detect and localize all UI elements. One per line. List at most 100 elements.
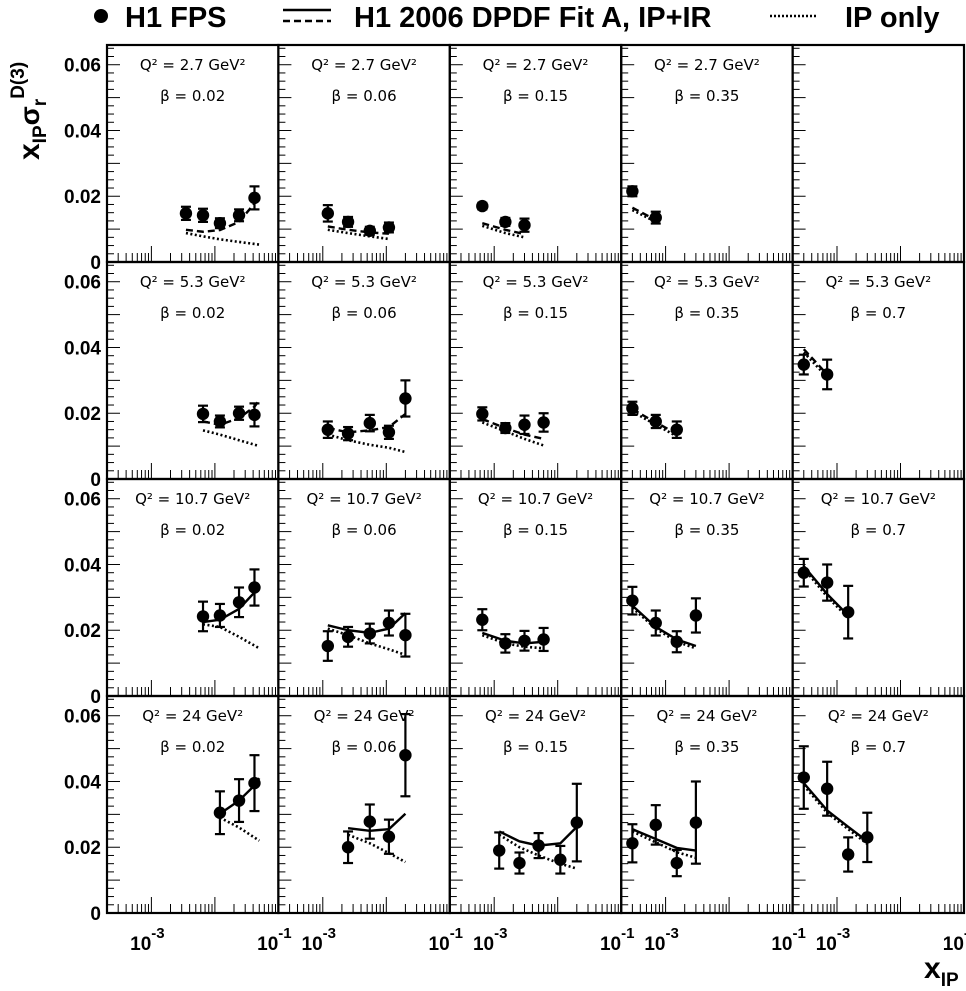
fit-ip-only-curve xyxy=(185,231,260,246)
x-tick-base: 10 xyxy=(429,934,450,955)
data-point xyxy=(670,856,683,870)
panel-beta-label: β = 0.35 xyxy=(674,87,739,105)
legend-label-data: H1 FPS xyxy=(125,2,227,34)
panel-beta-label: β = 0.02 xyxy=(160,738,225,756)
panel-grid: Q² = 2.7 GeV² β = 0.02 Q² = 2.7 GeV² β = 0.… xyxy=(64,43,966,955)
x-tick-base: 10 xyxy=(302,934,323,955)
panel-frame xyxy=(277,477,451,698)
ylabel-sub2: r xyxy=(30,98,51,106)
panel-q2-label: Q² = 5.3 GeV² xyxy=(654,273,760,291)
panel-beta-label: β = 0.06 xyxy=(332,738,397,756)
panel-r2-c2: Q² = 5.3 GeV² β = 0.06 xyxy=(277,260,451,481)
panel-frame xyxy=(620,694,794,915)
y-tick-label: 0.04 xyxy=(64,121,101,142)
data-point xyxy=(213,806,227,819)
panel-r4-c1: Q² = 24 GeV² β = 0.02 xyxy=(105,694,280,915)
legend-label-fit: H1 2006 DPDF Fit A, IP+IR xyxy=(354,2,712,34)
y-tick-label: 0 xyxy=(90,470,101,491)
data-point xyxy=(196,610,210,623)
data-point xyxy=(179,207,193,220)
y-axis-title: xIPσrD(3) xyxy=(8,62,51,160)
panel-frame xyxy=(277,694,451,915)
panel-beta-label: β = 0.7 xyxy=(851,304,907,322)
panel-q2-label: Q² = 5.3 GeV² xyxy=(483,273,589,291)
fit-ip-only-curve xyxy=(347,833,407,864)
data-point xyxy=(382,426,396,439)
x-tick-base: 10 xyxy=(130,934,151,955)
y-tick-label: 0.04 xyxy=(64,772,101,793)
data-point xyxy=(513,856,526,870)
y-tick-label: 0.04 xyxy=(64,338,101,359)
panel-r4-c3: Q² = 24 GeV² β = 0.15 xyxy=(448,694,623,915)
x-tick-exponent: -3 xyxy=(837,925,850,942)
x-tick-label: 10-3 xyxy=(816,925,850,955)
data-point xyxy=(399,392,412,405)
fit-ip-ir-curve xyxy=(802,565,850,617)
x-tick-base: 10 xyxy=(473,934,494,955)
data-point xyxy=(518,418,531,431)
panel-r4-c2: Q² = 24 GeV² β = 0.06 xyxy=(277,694,451,915)
data-point xyxy=(363,815,377,828)
data-point xyxy=(797,358,810,371)
data-point xyxy=(341,630,355,644)
fit-ip-ir-curve xyxy=(347,812,407,833)
data-point xyxy=(797,566,810,579)
ylabel-base: x xyxy=(13,143,46,160)
data-point xyxy=(213,415,227,428)
data-point xyxy=(537,416,550,429)
panel-frame xyxy=(791,260,966,481)
y-tick-label: 0.02 xyxy=(64,187,101,208)
panel-r2-c4: Q² = 5.3 GeV² β = 0.35 xyxy=(620,260,794,481)
fit-ip-ir-curve xyxy=(802,782,869,843)
data-point xyxy=(554,853,567,866)
panel-q2-label: Q² = 24 GeV² xyxy=(656,707,757,725)
panel-beta-label: β = 0.02 xyxy=(160,304,225,322)
panel-r2-c3: Q² = 5.3 GeV² β = 0.15 xyxy=(448,260,623,481)
panel-q2-label: Q² = 24 GeV² xyxy=(485,707,586,725)
x-tick-exponent: -3 xyxy=(323,925,336,942)
panel-r1-c1: Q² = 2.7 GeV² β = 0.02 xyxy=(105,43,280,264)
panel-frame xyxy=(277,260,451,481)
panel-frame xyxy=(105,694,280,915)
data-point xyxy=(532,839,545,852)
fit-ip-only-curve xyxy=(202,429,260,448)
data-point xyxy=(248,581,261,594)
y-tick-label: 0 xyxy=(90,253,101,274)
data-point xyxy=(248,191,261,205)
data-point xyxy=(399,748,412,762)
panel-r4-c4: Q² = 24 GeV² β = 0.35 xyxy=(620,694,794,915)
x-tick-base: 10 xyxy=(644,934,665,955)
panel-r1-c3: Q² = 2.7 GeV² β = 0.15 xyxy=(448,43,623,264)
data-point xyxy=(670,423,683,436)
panel-beta-label: β = 0.06 xyxy=(332,521,397,539)
data-point xyxy=(499,421,512,435)
y-tick-label: 0.02 xyxy=(64,838,101,859)
data-point xyxy=(649,415,662,428)
fit-ip-only-curve xyxy=(202,623,260,650)
y-tick-label: 0.04 xyxy=(64,555,101,576)
data-point xyxy=(476,407,489,421)
x-tick-exponent: -3 xyxy=(665,925,678,942)
panel-r3-c5: Q² = 10.7 GeV² β = 0.7 xyxy=(791,477,966,698)
panel-r2-c1: Q² = 5.3 GeV² β = 0.02 xyxy=(105,260,280,481)
data-point xyxy=(518,634,531,647)
data-point xyxy=(493,844,506,857)
panel-q2-label: Q² = 5.3 GeV² xyxy=(140,273,246,291)
x-tick-exponent: -1 xyxy=(964,925,966,942)
panel-r1-c5 xyxy=(791,43,966,264)
ylabel-sub1: IP xyxy=(30,125,51,143)
data-point xyxy=(689,816,703,829)
legend-label-ip-only: IP only xyxy=(845,2,940,34)
fit-ip-only-curve xyxy=(481,421,545,447)
y-tick-label: 0.02 xyxy=(64,621,101,642)
x-tick-label: 10-1 xyxy=(600,925,634,955)
panel-q2-label: Q² = 10.7 GeV² xyxy=(478,490,593,508)
y-tick-label: 0.06 xyxy=(64,490,101,511)
data-point xyxy=(248,776,261,790)
data-point xyxy=(499,215,512,229)
panel-frame xyxy=(620,260,794,481)
data-point xyxy=(518,218,531,232)
data-point xyxy=(649,616,662,630)
panel-frame xyxy=(448,694,623,915)
